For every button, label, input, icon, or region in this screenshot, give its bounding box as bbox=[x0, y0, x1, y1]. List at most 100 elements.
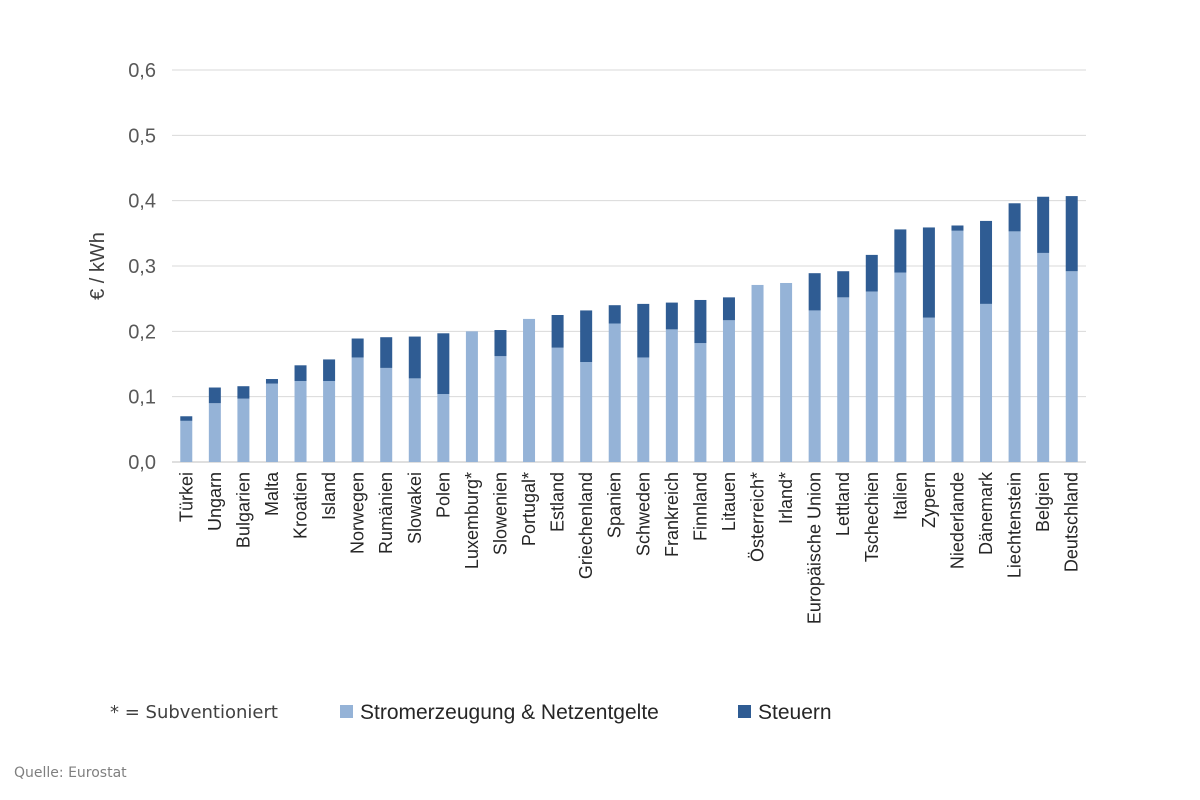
x-tick-label: Niederlande bbox=[947, 472, 967, 569]
bar-segment-taxes bbox=[980, 220, 993, 304]
bar-segment-production bbox=[894, 272, 907, 462]
bar-segment-production bbox=[580, 362, 593, 462]
bar-segment-production bbox=[608, 323, 621, 462]
x-tick-label: Portugal* bbox=[519, 472, 539, 546]
y-tick-label: 0,3 bbox=[128, 256, 156, 278]
x-tick-label: Schweden bbox=[633, 472, 653, 556]
bar-segment-production bbox=[351, 357, 364, 462]
footnote: * = Subventioniert bbox=[110, 702, 278, 723]
bar-segment-production bbox=[465, 331, 478, 462]
x-tick-label: Liechtenstein bbox=[1005, 472, 1025, 578]
x-tick-label: Kroatien bbox=[291, 472, 311, 539]
x-tick-label: Österreich* bbox=[748, 472, 768, 562]
bar-segment-taxes bbox=[294, 365, 307, 381]
bar-segment-production bbox=[865, 291, 878, 462]
bar-segment-taxes bbox=[323, 359, 336, 381]
legend-label-production: Stromerzeugung & Netzentgelte bbox=[360, 701, 659, 724]
bar-segment-taxes bbox=[665, 302, 678, 330]
bar-segment-taxes bbox=[408, 336, 421, 379]
bar-segment-taxes bbox=[1008, 203, 1021, 232]
x-tick-label: Dänemark bbox=[976, 471, 996, 555]
x-tick-label: Estland bbox=[548, 472, 568, 532]
legend: Stromerzeugung & Netzentgelte Steuern bbox=[340, 701, 832, 724]
bar-segment-production bbox=[1008, 231, 1021, 462]
bar-segment-production bbox=[722, 320, 735, 462]
bar-segment-production bbox=[523, 318, 536, 462]
bar-segment-production bbox=[208, 403, 221, 462]
x-tick-label: Italien bbox=[890, 472, 910, 520]
bar-segment-taxes bbox=[1037, 196, 1050, 253]
bar-segment-taxes bbox=[722, 297, 735, 321]
bar-segment-taxes bbox=[894, 229, 907, 273]
legend-swatch-production bbox=[340, 705, 353, 718]
y-axis-ticks: 0,0 0,1 0,2 0,3 0,4 0,5 0,6 bbox=[128, 60, 156, 474]
x-axis-labels: Türkei Ungarn Bulgarien Malta Kroatien Island… bbox=[176, 471, 1081, 624]
x-tick-label: Luxemburg* bbox=[462, 472, 482, 569]
x-tick-label: Norwegen bbox=[348, 472, 368, 554]
bar-segment-taxes bbox=[608, 305, 621, 324]
bar-segment-production bbox=[922, 317, 935, 462]
bar-segment-taxes bbox=[808, 273, 821, 311]
y-tick-label: 0,0 bbox=[128, 452, 156, 474]
bar-segment-production bbox=[323, 380, 336, 462]
y-axis-label: € / kWh bbox=[87, 232, 109, 300]
x-tick-label: Finnland bbox=[690, 472, 710, 541]
bar-segment-taxes bbox=[837, 271, 850, 298]
y-tick-label: 0,2 bbox=[128, 321, 156, 343]
bar-segment-production bbox=[408, 378, 421, 462]
bar-segment-production bbox=[265, 383, 278, 462]
x-tick-label: Zypern bbox=[919, 472, 939, 528]
x-tick-label: Malta bbox=[262, 471, 282, 516]
bar-segment-production bbox=[665, 329, 678, 462]
y-tick-label: 0,6 bbox=[128, 60, 156, 82]
source-note: Quelle: Eurostat bbox=[14, 765, 127, 781]
bar-segment-production bbox=[1065, 271, 1078, 462]
bar-segment-production bbox=[780, 282, 793, 462]
bar-segment-taxes bbox=[180, 416, 193, 421]
bar-segment-production bbox=[980, 303, 993, 462]
bar-segment-taxes bbox=[1065, 196, 1078, 272]
bar-segment-taxes bbox=[437, 333, 450, 395]
x-tick-label: Belgien bbox=[1033, 472, 1053, 532]
x-tick-label: Slowenien bbox=[490, 472, 510, 555]
legend-swatch-taxes bbox=[738, 705, 751, 718]
bar-segment-production bbox=[951, 230, 964, 462]
x-tick-label: Spanien bbox=[605, 472, 625, 538]
x-tick-label: Rumänien bbox=[376, 472, 396, 554]
bar-segment-production bbox=[551, 347, 564, 462]
y-tick-label: 0,5 bbox=[128, 125, 156, 147]
bar-segment-taxes bbox=[951, 225, 964, 231]
bar-segment-taxes bbox=[551, 315, 564, 348]
bar-segment-taxes bbox=[351, 338, 364, 358]
legend-label-taxes: Steuern bbox=[758, 701, 832, 724]
gridlines bbox=[172, 69, 1086, 463]
bar-segment-production bbox=[494, 356, 507, 462]
bar-segment-taxes bbox=[494, 330, 507, 357]
bar-segment-production bbox=[180, 420, 193, 462]
bar-segment-production bbox=[751, 284, 764, 462]
y-tick-label: 0,1 bbox=[128, 387, 156, 409]
bar-segment-taxes bbox=[865, 254, 878, 292]
bar-segment-taxes bbox=[922, 227, 935, 318]
bar-segment-production bbox=[637, 357, 650, 462]
x-tick-label: Polen bbox=[433, 472, 453, 518]
bar-segment-taxes bbox=[237, 386, 250, 399]
x-tick-label: Island bbox=[319, 472, 339, 520]
y-tick-label: 0,4 bbox=[128, 191, 156, 213]
x-tick-label: Litauen bbox=[719, 472, 739, 531]
x-tick-label: Deutschland bbox=[1062, 472, 1082, 572]
bar-segment-production bbox=[380, 367, 393, 462]
x-tick-label: Slowakei bbox=[405, 472, 425, 544]
x-tick-label: Tschechien bbox=[862, 472, 882, 562]
bar-segment-taxes bbox=[380, 337, 393, 368]
x-tick-label: Europäische Union bbox=[805, 472, 825, 624]
bar-segment-production bbox=[294, 380, 307, 462]
bar-segment-taxes bbox=[637, 303, 650, 358]
x-tick-label: Irland* bbox=[776, 472, 796, 524]
bar-segment-production bbox=[437, 394, 450, 462]
bar-segment-taxes bbox=[694, 299, 707, 344]
bar-segment-production bbox=[237, 398, 250, 462]
bar-segment-production bbox=[837, 297, 850, 462]
bar-segment-production bbox=[808, 310, 821, 462]
